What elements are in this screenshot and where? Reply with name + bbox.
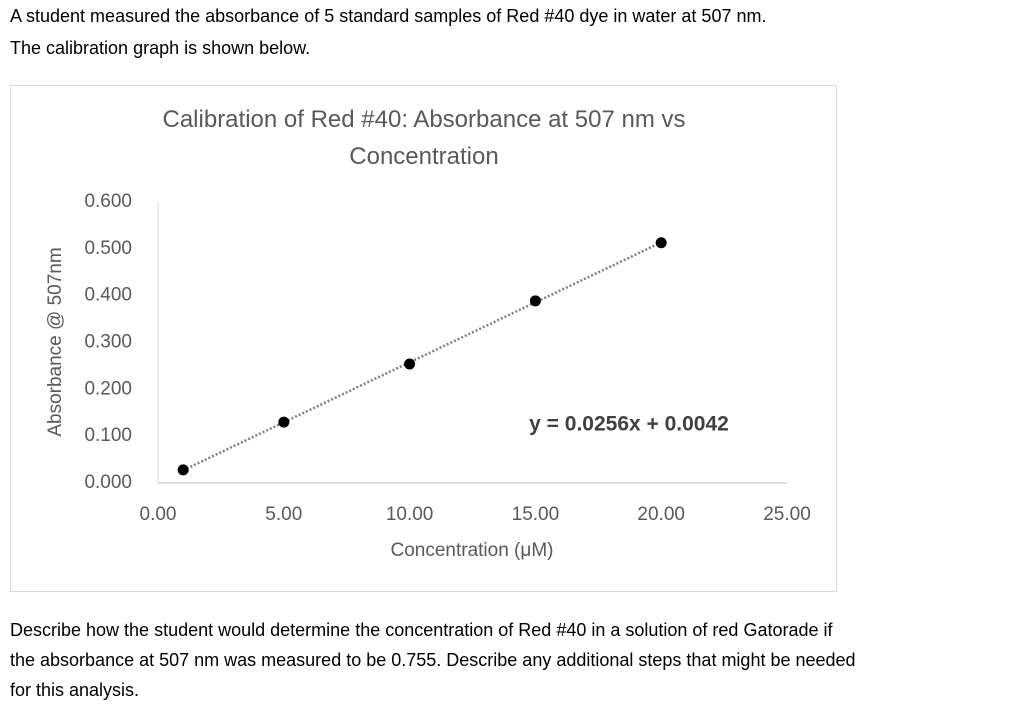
question-line: Describe how the student would determine… xyxy=(10,620,833,640)
x-tick-label: 20.00 xyxy=(637,504,685,525)
x-axis-label: Concentration (μM) xyxy=(390,540,553,561)
data-point xyxy=(655,237,667,249)
y-axis-label: Absorbance @ 507nm xyxy=(45,247,66,436)
y-tick-label: 0.600 xyxy=(84,191,132,212)
data-point xyxy=(278,416,290,428)
x-tick-label: 10.00 xyxy=(386,504,434,525)
y-tick-label: 0.100 xyxy=(84,425,132,446)
x-tick-label: 25.00 xyxy=(763,504,811,525)
y-tick-label: 0.200 xyxy=(84,378,132,399)
y-tick-label: 0.300 xyxy=(84,332,132,353)
intro-line: The calibration graph is shown below. xyxy=(10,38,311,58)
y-tick-label: 0.000 xyxy=(84,472,132,493)
data-point xyxy=(529,295,541,307)
y-tick-label: 0.400 xyxy=(84,285,132,306)
trendline-equation: y = 0.0256x + 0.0042 xyxy=(529,413,729,436)
x-tick-label: 5.00 xyxy=(265,504,302,525)
x-tick-label: 0.00 xyxy=(140,504,177,525)
question-line: the absorbance at 507 nm was measured to… xyxy=(10,650,856,670)
trendline xyxy=(182,241,662,472)
chart-frame xyxy=(10,85,837,592)
intro-line: A student measured the absorbance of 5 s… xyxy=(10,6,767,26)
question-line: for this analysis. xyxy=(10,680,140,700)
y-tick-label: 0.500 xyxy=(84,238,132,259)
data-point xyxy=(404,358,416,370)
chart-title: Calibration of Red #40: Absorbance at 50… xyxy=(162,106,686,170)
x-tick-label: 15.00 xyxy=(512,504,560,525)
data-point xyxy=(177,464,189,476)
